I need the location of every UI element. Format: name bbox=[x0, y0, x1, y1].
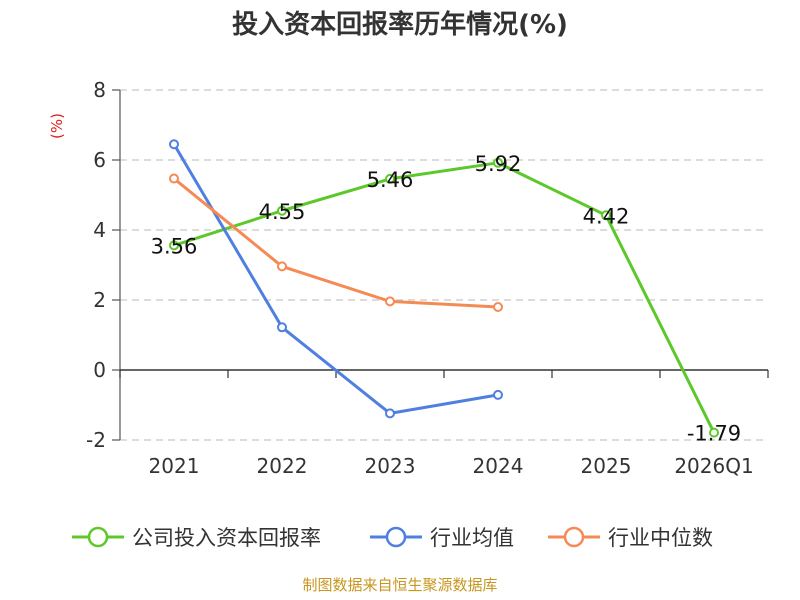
legend-marker-icon bbox=[87, 526, 109, 548]
series-line-2 bbox=[173, 177, 499, 309]
series-line-0 bbox=[173, 161, 716, 434]
source-note: 制图数据来自恒生聚源数据库 bbox=[302, 576, 497, 594]
data-point bbox=[169, 240, 179, 251]
legend-marker-icon bbox=[563, 526, 585, 548]
y-tick-label: 4 bbox=[93, 218, 106, 242]
x-tick-label: 2022 bbox=[257, 454, 308, 478]
data-point bbox=[601, 210, 611, 221]
data-labels: 3.56 4.55 5.46 5.92 4.42 -1.79 bbox=[151, 152, 742, 446]
data-point bbox=[493, 302, 503, 312]
series-line-1 bbox=[172, 143, 499, 415]
data-point bbox=[385, 296, 395, 307]
y-tick-label: 8 bbox=[93, 78, 106, 102]
x-tick-label: 2024 bbox=[473, 454, 524, 478]
data-point bbox=[169, 139, 179, 150]
data-point bbox=[169, 173, 179, 184]
legend-label: 行业均值 bbox=[430, 526, 514, 550]
axes: -2 0 2 4 6 8 2021 2022 2023 2024 2025 2026Q1 bbox=[86, 78, 769, 478]
x-tick-label: 2023 bbox=[365, 454, 416, 478]
y-tick-label: 2 bbox=[93, 288, 106, 312]
y-axis-unit: (%) bbox=[48, 113, 66, 139]
legend: 公司投入资本回报率 行业均值 行业中位数 bbox=[72, 526, 713, 550]
x-tick-label: 2021 bbox=[149, 454, 200, 478]
data-label: 5.92 bbox=[475, 152, 522, 176]
legend-label: 行业中位数 bbox=[608, 526, 713, 550]
gridlines bbox=[120, 89, 768, 441]
data-point bbox=[277, 322, 287, 333]
data-point bbox=[493, 157, 503, 168]
x-tick-label: 2025 bbox=[581, 454, 632, 478]
data-label: 5.46 bbox=[367, 168, 414, 192]
data-point bbox=[385, 408, 395, 419]
data-point bbox=[277, 261, 287, 272]
x-tick-label: 2026Q1 bbox=[674, 454, 753, 478]
y-tick-label: -2 bbox=[86, 428, 106, 452]
data-label: 4.55 bbox=[259, 200, 306, 224]
data-point bbox=[493, 389, 503, 400]
y-tick-label: 6 bbox=[93, 148, 106, 172]
legend-label: 公司投入资本回报率 bbox=[132, 526, 321, 550]
data-point bbox=[709, 427, 719, 438]
data-point bbox=[277, 205, 287, 216]
data-point bbox=[385, 173, 395, 184]
series-lines bbox=[169, 139, 719, 438]
chart-title: 投入资本回报率历年情况(%) bbox=[232, 9, 568, 40]
data-label: 3.56 bbox=[151, 234, 198, 258]
y-tick-label: 0 bbox=[93, 358, 106, 382]
data-label: -1.79 bbox=[687, 422, 741, 446]
data-label: 4.42 bbox=[583, 204, 630, 228]
legend-marker-icon bbox=[385, 526, 407, 548]
